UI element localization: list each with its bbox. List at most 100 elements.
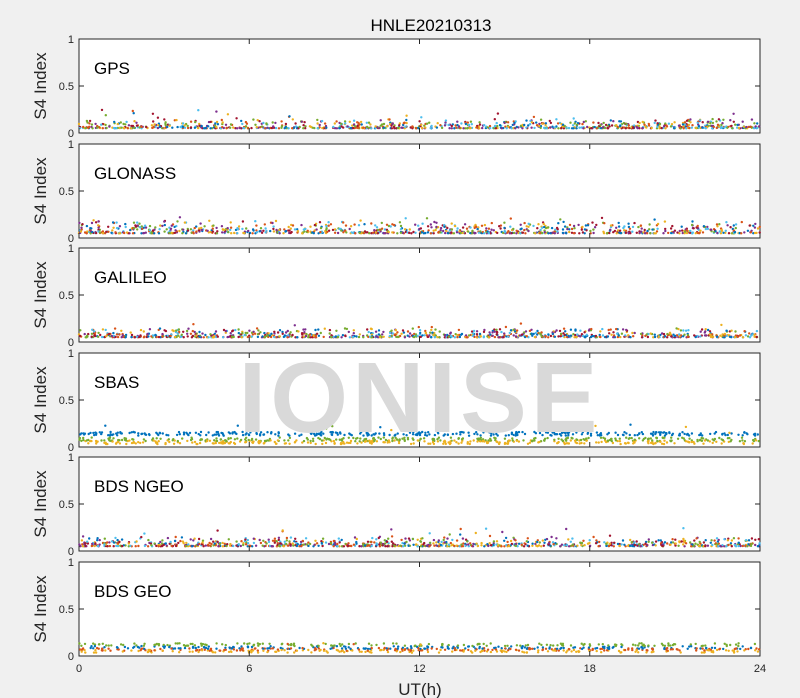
data-point [189,126,193,129]
data-point [713,437,717,441]
data-point [130,335,133,339]
data-point [443,333,447,337]
data-point [618,440,622,443]
data-point [639,332,643,336]
data-point [165,228,168,231]
data-point [574,333,577,337]
data-point [259,331,262,334]
data-point [466,540,469,543]
data-point [497,645,500,648]
data-point [256,649,259,652]
data-point [559,545,562,548]
data-point [557,649,560,652]
data-point [147,433,151,436]
data-point [347,436,350,439]
data-point [638,642,641,645]
data-point [700,436,703,440]
data-point [729,119,732,122]
data-point [629,336,632,339]
data-point [671,224,674,228]
data-point [671,538,674,541]
data-point [725,221,728,224]
data-point [427,442,430,445]
data-point [305,436,309,440]
data-point [213,439,216,442]
data-point [335,438,338,441]
data-point [196,442,199,446]
data-point [195,225,198,228]
data-point [273,335,276,339]
data-point [333,231,337,234]
scatter-points [78,422,760,446]
data-point [568,230,571,234]
axes-frame [78,38,761,134]
data-point [363,223,366,226]
data-point [628,227,632,230]
data-point [482,431,485,434]
data-point [119,432,122,435]
data-point [549,121,553,125]
data-point [687,434,691,437]
data-point [746,335,750,338]
data-point [641,126,644,130]
data-point [616,433,620,437]
data-point [163,127,166,130]
data-point [589,229,592,233]
data-point [404,537,407,540]
data-point [583,544,586,547]
data-point [140,125,143,129]
data-point [472,329,476,333]
data-point [178,642,181,645]
data-point [487,439,490,442]
data-point [418,433,422,437]
data-point [605,542,608,546]
data-point [273,541,276,544]
data-point [83,648,86,652]
data-point [130,431,133,434]
data-point [271,121,274,124]
data-point [681,229,684,232]
data-point [193,226,196,230]
data-point [519,223,522,226]
data-point [169,227,173,230]
data-point [509,217,512,220]
data-point [498,225,501,228]
data-point [178,433,181,436]
data-point [671,432,675,435]
data-point [397,645,400,648]
data-point [632,335,635,338]
data-point [653,121,656,125]
data-point [615,327,618,331]
data-point [178,330,181,334]
data-point [181,125,185,128]
data-point [178,216,182,219]
data-point [567,334,570,338]
data-point [737,537,740,540]
data-point [97,331,100,335]
data-point [189,228,193,231]
data-point [504,325,508,329]
data-point [161,224,164,228]
data-point [182,431,186,434]
data-point [739,544,742,548]
data-point [704,545,707,548]
data-point [449,541,452,545]
data-point [373,229,376,232]
data-point [525,335,529,338]
data-point [628,544,632,547]
data-point [193,126,197,129]
data-point [722,647,725,651]
data-point [492,433,495,436]
data-point [108,332,111,336]
data-point [270,332,273,335]
data-point [332,539,336,543]
data-point [318,221,322,224]
data-point [721,544,724,547]
data-point [133,120,136,123]
data-point [136,221,139,224]
data-point [349,433,352,436]
data-point [467,123,471,127]
data-point [503,650,506,653]
data-point [737,433,740,436]
data-point [684,440,688,443]
